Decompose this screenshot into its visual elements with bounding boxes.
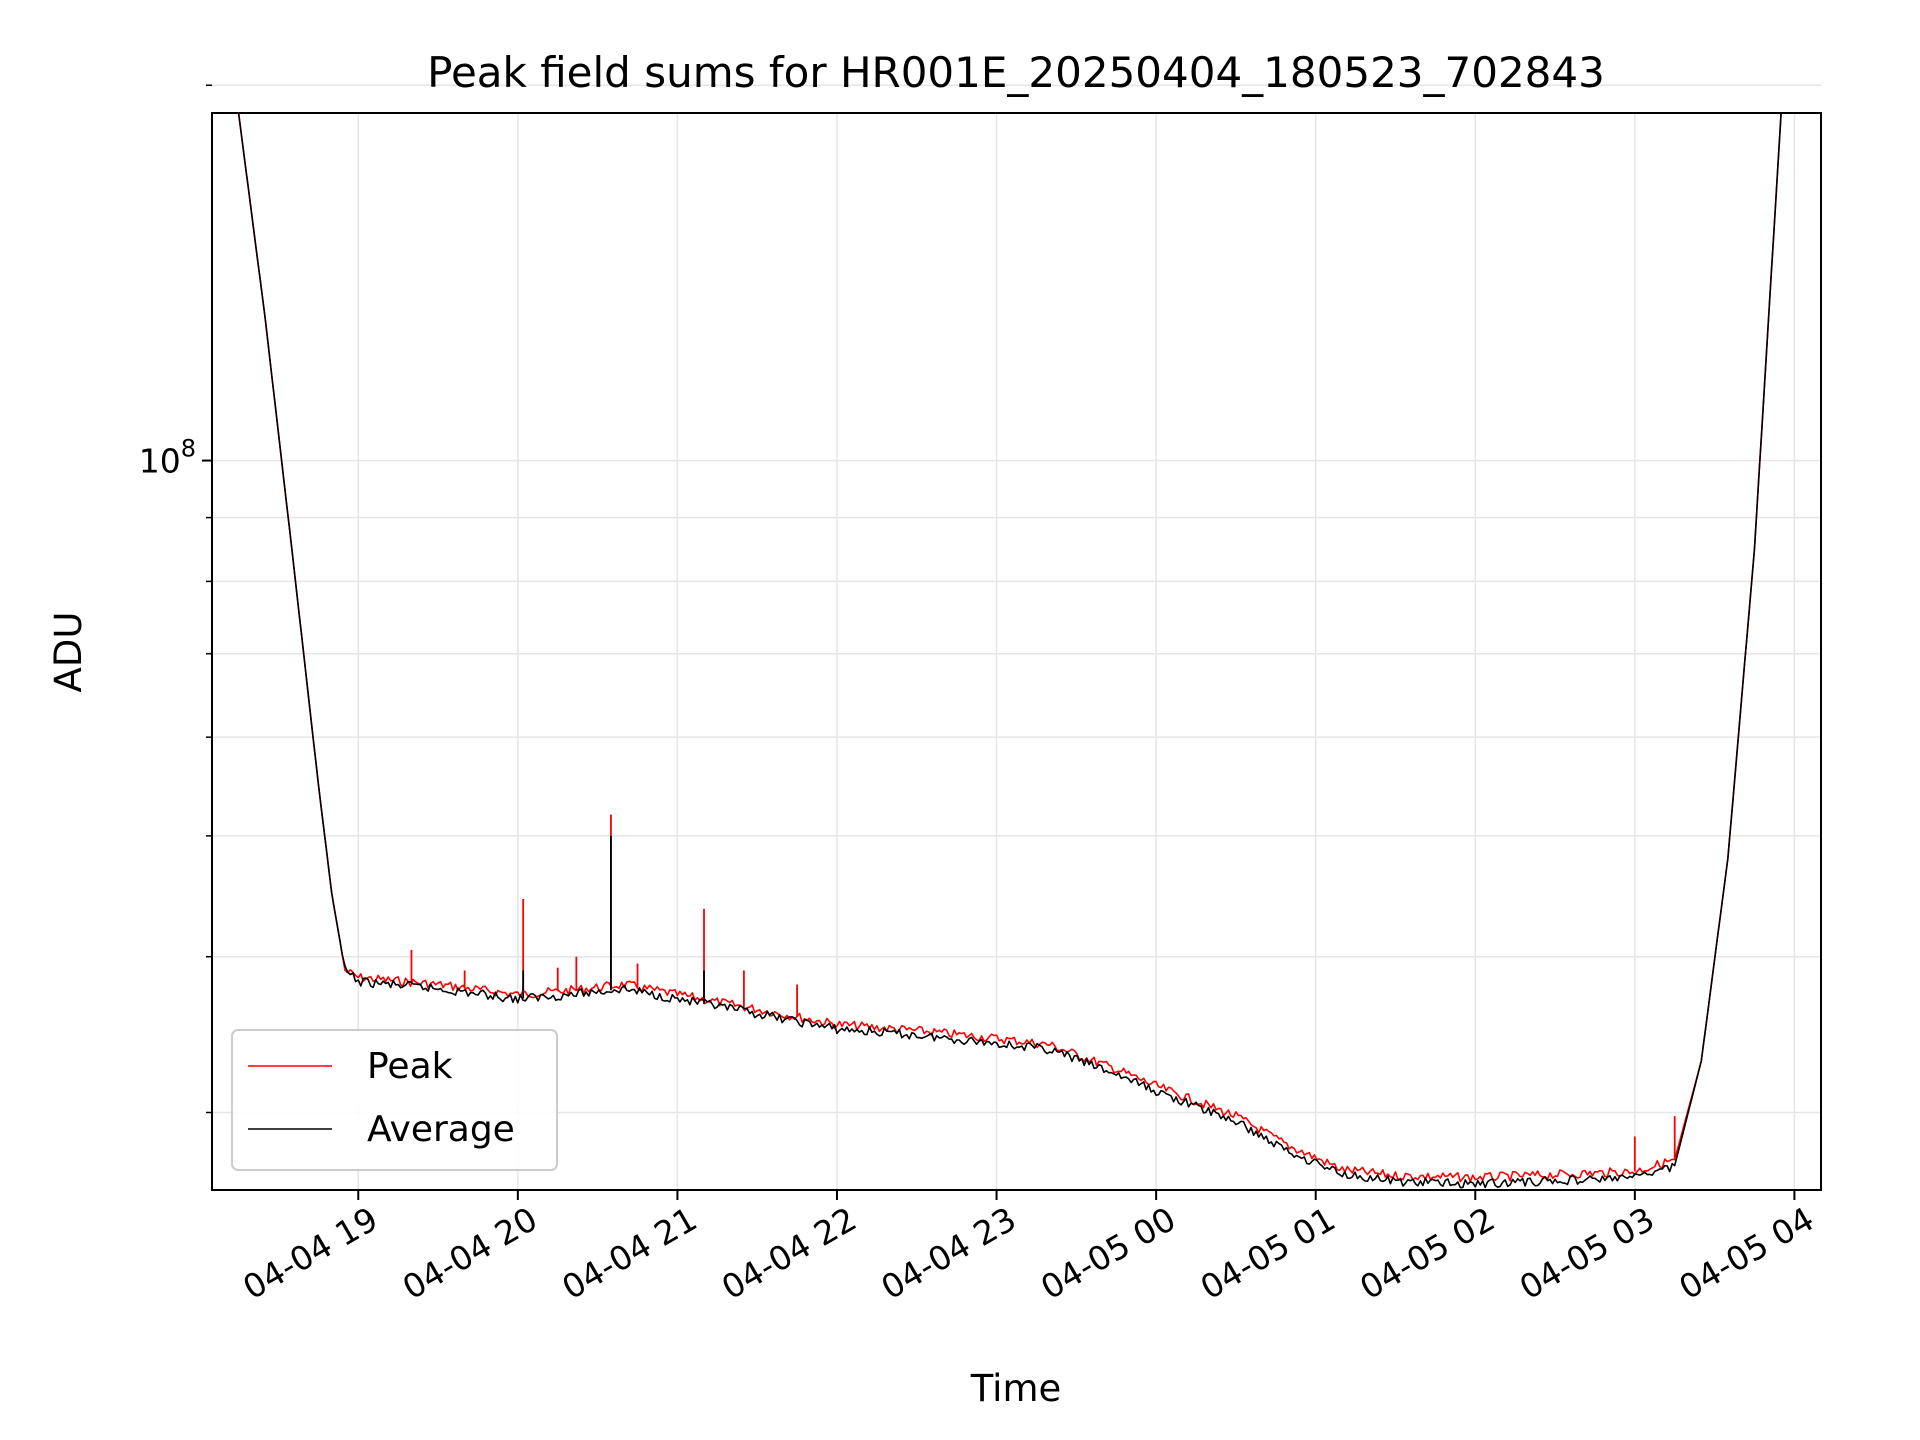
chart-title: Peak field sums for HR001E_20250404_1805… — [427, 48, 1605, 97]
legend-label-peak: Peak — [367, 1046, 453, 1087]
series-line-peak — [212, 113, 1795, 1183]
legend-label-average: Average — [367, 1109, 515, 1150]
y-axis-label: ADU — [47, 612, 90, 693]
series-line-average — [212, 113, 1795, 1189]
grid — [212, 84, 1821, 1190]
y-axis: 108 — [139, 84, 212, 1114]
y-tick-label: 108 — [139, 435, 196, 481]
x-axis-label: Time — [970, 1367, 1062, 1410]
y-tick-base: 10 — [139, 442, 181, 481]
series-layer — [212, 113, 1795, 1189]
legend-box — [231, 1029, 558, 1171]
legend: Peak Average — [231, 1029, 558, 1171]
plot-frame — [211, 112, 1822, 1191]
y-tick-exponent: 8 — [181, 435, 196, 463]
